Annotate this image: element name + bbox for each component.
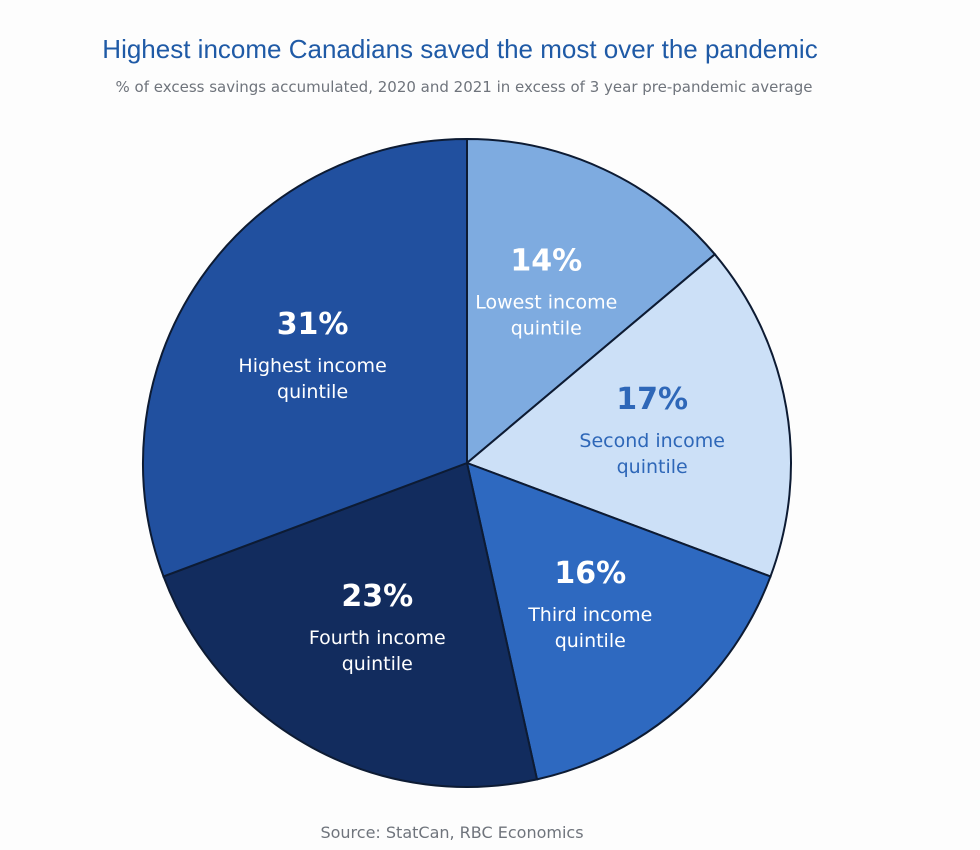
slice-label-value-highest: 31%	[277, 307, 349, 342]
source-note: Source: StatCan, RBC Economics	[320, 823, 584, 842]
slice-label-category-highest-line-2: quintile	[277, 381, 348, 403]
slice-label-category-second-line-2: quintile	[617, 456, 688, 478]
pie-labels: 14% Lowest income quintile 17% Second income…	[238, 244, 725, 676]
chart-title: Highest income Canadians saved the most …	[102, 34, 818, 64]
slice-label-category-lowest-line-2: quintile	[511, 318, 582, 340]
slice-label-category-third-line-2: quintile	[555, 630, 626, 652]
slice-label-value-second: 17%	[616, 382, 688, 417]
slice-label-category-fourth-line-1: Fourth income	[309, 627, 446, 649]
slice-label-value-fourth: 23%	[341, 579, 413, 614]
slice-label-category-highest-line-1: Highest income	[238, 355, 386, 377]
slice-label-category-fourth-line-2: quintile	[342, 653, 413, 675]
slice-third	[465, 461, 772, 781]
slice-label-value-lowest: 14%	[510, 244, 582, 279]
slice-fourth	[162, 461, 539, 788]
slice-label-value-third: 16%	[554, 556, 626, 591]
slice-label-category-second-line-1: Second income	[579, 430, 725, 452]
slice-label-category-third-line-1: Third income	[527, 604, 652, 626]
slice-highest	[142, 137, 468, 578]
slice-second	[465, 252, 792, 578]
slice-label-category-lowest-line-1: Lowest income	[475, 292, 617, 314]
slice-lowest	[466, 137, 717, 466]
pie-slices	[142, 137, 792, 788]
chart-subtitle: % of excess savings accumulated, 2020 an…	[115, 78, 813, 96]
